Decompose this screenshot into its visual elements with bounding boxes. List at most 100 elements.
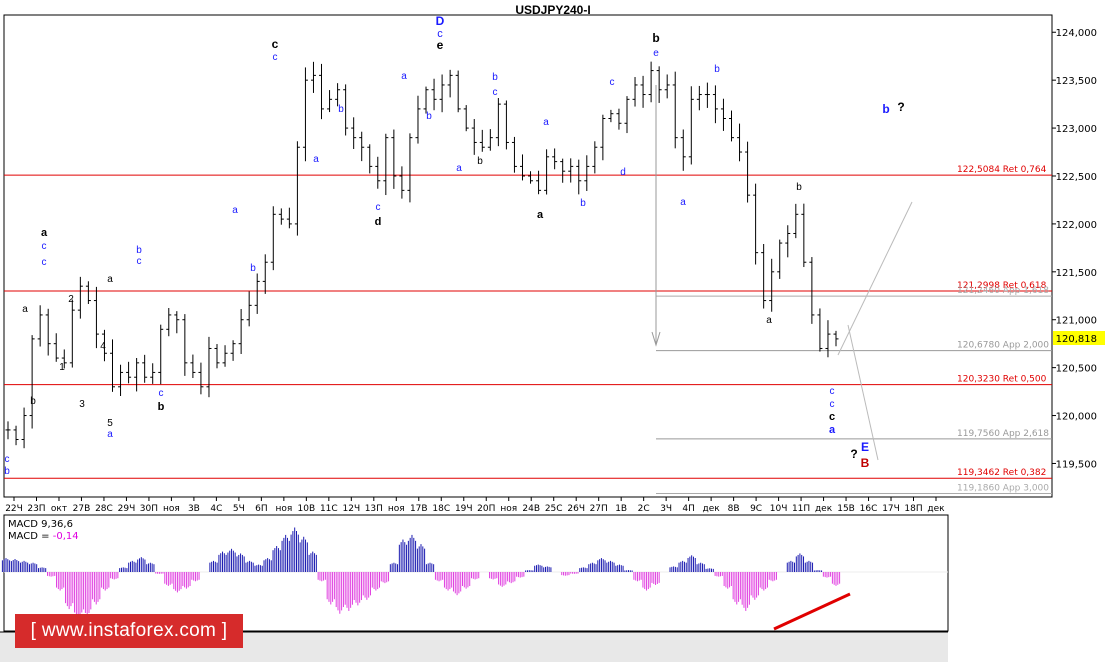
price-bar [166, 308, 172, 337]
price-bar [519, 154, 525, 181]
x-tick-label: 8В [728, 504, 740, 514]
price-bar [696, 85, 702, 111]
wave-label: e [437, 38, 444, 52]
fib-level-label: 120,6780 App 2,000 [957, 341, 1049, 351]
price-bar [407, 133, 413, 203]
price-bar [672, 71, 678, 149]
price-bar [825, 320, 831, 358]
wave-label: c [42, 257, 47, 268]
wave-label: c [830, 399, 835, 410]
wave-label: b [652, 31, 659, 45]
wave-label: D [436, 14, 445, 28]
x-tick-label: ноя [163, 504, 180, 514]
price-bar [608, 109, 614, 123]
x-tick-label: 3Ч [660, 504, 672, 514]
watermark-logo: [ www.instaforex.com ] [15, 614, 243, 648]
wave-label: b [338, 104, 344, 115]
price-bar [479, 129, 485, 152]
wave-label: c [829, 411, 835, 423]
price-bar [584, 155, 590, 192]
price-bar [592, 141, 598, 174]
price-bar [286, 207, 292, 229]
price-bar [294, 141, 300, 236]
price-bar [85, 281, 91, 305]
wave-label: B [861, 456, 870, 470]
wave-label: a [107, 274, 113, 285]
x-tick-label: 17В [410, 504, 428, 514]
price-bar [343, 84, 349, 136]
price-bar [45, 308, 51, 356]
wave-label: b [158, 401, 165, 413]
wave-label: a [537, 209, 544, 221]
x-tick-label: 24В [522, 504, 540, 514]
x-tick-label: 13П [365, 504, 383, 514]
wave-label: a [766, 315, 772, 326]
y-tick-label: 123,500 [1056, 76, 1097, 87]
wave-label: b [492, 72, 498, 83]
price-bar [536, 170, 542, 195]
price-bar [560, 158, 566, 183]
x-tick-label: 26Ч [567, 504, 585, 514]
x-tick-label: 4П [682, 504, 695, 514]
price-bar [246, 291, 252, 327]
x-tick-label: дек [703, 504, 721, 514]
y-tick-label: 122,000 [1056, 220, 1097, 231]
x-tick-label: ноя [275, 504, 292, 514]
price-bar [319, 63, 325, 120]
fib-level-label: 121,2998 Ret 0,618 [957, 281, 1047, 291]
macd-label: MACD 9,36,6 [8, 519, 73, 530]
price-bar [254, 273, 260, 314]
price-bar [431, 78, 437, 111]
wave-label: 3 [79, 399, 85, 410]
y-tick-label: 123,000 [1056, 124, 1097, 135]
price-bar [399, 166, 405, 199]
x-tick-label: 12Ч [343, 504, 361, 514]
fib-level-label: 119,1860 App 3,000 [957, 484, 1049, 494]
y-tick-label: 120,000 [1056, 412, 1097, 423]
price-bar [190, 354, 196, 379]
chart-title: USDJPY240-I [515, 3, 590, 17]
macd-value: -0,14 [53, 531, 79, 542]
wave-label: c [830, 386, 835, 397]
x-tick-label: 3В [188, 504, 200, 514]
fib-level-label: 119,3462 Ret 0,382 [957, 468, 1046, 478]
price-bar [5, 421, 11, 440]
price-bar [761, 243, 767, 309]
price-bar [624, 96, 630, 134]
price-bar [463, 105, 469, 132]
x-tick-label: 19Ч [455, 504, 473, 514]
price-bar [769, 258, 775, 312]
price-bar [278, 208, 284, 225]
price-bar [270, 206, 276, 271]
price-bar [552, 148, 558, 170]
wave-label: c [159, 388, 164, 399]
wave-label: a [22, 304, 28, 315]
price-bar [359, 131, 365, 162]
y-tick-label: 124,000 [1056, 28, 1097, 39]
x-tick-label: 17Ч [882, 504, 900, 514]
price-bar [61, 349, 67, 369]
price-bar [150, 363, 156, 384]
wave-label: b [250, 263, 256, 274]
x-tick-label: 25С [545, 504, 563, 514]
wave-label: b [580, 198, 586, 209]
price-bar [230, 340, 236, 361]
price-bar [809, 257, 815, 324]
price-bar [383, 133, 389, 196]
wave-label: c [376, 202, 381, 213]
x-tick-label: 10Ч [770, 504, 788, 514]
wave-label: a [401, 71, 407, 82]
price-bar [640, 75, 646, 108]
wave-label: c [5, 454, 10, 465]
price-bar [93, 286, 99, 349]
wave-label: b [4, 466, 10, 477]
x-tick-label: 2С [638, 504, 650, 514]
price-bar [785, 225, 791, 258]
y-tick-label: 121,500 [1056, 268, 1097, 279]
x-tick-label: окт [51, 504, 67, 514]
x-tick-label: дек [815, 504, 833, 514]
x-tick-label: дек [927, 504, 945, 514]
price-bar [833, 330, 839, 347]
price-bar [720, 98, 726, 131]
x-tick-label: 18С [432, 504, 450, 514]
